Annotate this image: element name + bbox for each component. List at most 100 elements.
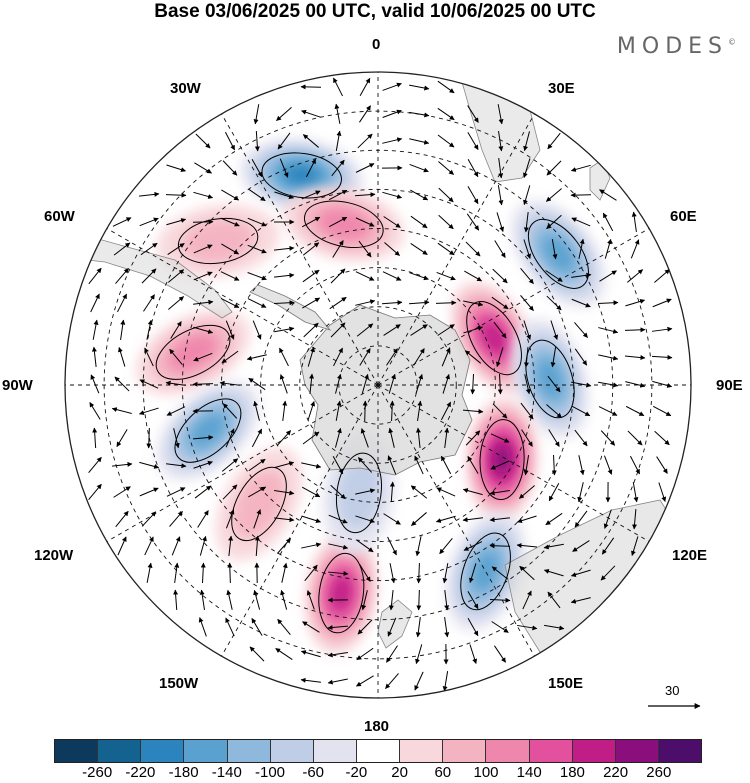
wind-vector xyxy=(414,455,424,475)
wind-vector xyxy=(600,430,616,446)
wind-vector xyxy=(247,298,267,308)
wind-vector xyxy=(227,562,233,584)
wind-vector xyxy=(274,461,295,469)
meridian-label-120w: 120W xyxy=(34,547,74,564)
meridian-label-30e: 30E xyxy=(548,80,575,97)
wind-vector xyxy=(193,460,213,469)
meridian-label-90e: 90E xyxy=(716,377,743,394)
wind-vector xyxy=(334,427,342,448)
wind-vector xyxy=(197,510,209,528)
wind-vector xyxy=(225,320,235,340)
wind-vector xyxy=(383,324,401,336)
wind-vector xyxy=(519,565,535,581)
wind-vector xyxy=(118,346,126,367)
wind-vector xyxy=(465,241,481,257)
wind-vector xyxy=(442,563,449,584)
wind-vector xyxy=(302,621,320,633)
wind-vector xyxy=(523,346,529,368)
wind-vector xyxy=(415,427,421,448)
latitude-circle xyxy=(338,345,418,425)
wind-vector xyxy=(382,271,402,281)
wind-vector xyxy=(410,215,428,229)
wind-vector xyxy=(570,569,591,577)
colorbar-tick-label: 220 xyxy=(603,764,629,781)
wind-vector xyxy=(625,381,646,388)
wind-vector xyxy=(409,111,430,118)
antarctic-peninsula xyxy=(249,284,332,331)
meridian-label-150w: 150W xyxy=(159,675,199,692)
wind-vector xyxy=(91,346,97,367)
meridian-label-120e: 120E xyxy=(672,547,708,564)
wind-vector xyxy=(572,540,590,552)
wind-vector xyxy=(139,217,159,227)
wind-vector xyxy=(192,381,214,387)
wind-vector xyxy=(327,625,349,631)
wind-vector xyxy=(90,374,100,394)
wind-vector xyxy=(334,103,341,124)
latitude-circle xyxy=(299,306,457,464)
wind-vector xyxy=(388,427,395,448)
wind-vector xyxy=(415,644,423,665)
wind-vector xyxy=(652,298,672,308)
wind-vector xyxy=(166,487,186,497)
colorbar-swatch xyxy=(486,740,530,762)
wind-vector xyxy=(120,319,126,340)
wind-vector xyxy=(545,270,563,282)
wind-vector xyxy=(600,565,616,581)
wind-vector xyxy=(489,543,511,549)
wind-vector xyxy=(496,212,505,233)
wind-vector xyxy=(546,295,562,311)
wind-vector xyxy=(598,327,619,334)
wind-vector xyxy=(497,104,504,125)
wind-vector xyxy=(439,537,453,555)
wind-vector xyxy=(307,400,316,421)
wind-vector xyxy=(195,133,211,149)
wind-vector xyxy=(247,217,267,227)
colorbar-swatch xyxy=(443,740,487,762)
wind-vector xyxy=(570,164,591,172)
wind-vector xyxy=(444,617,450,638)
wind-vector xyxy=(603,509,612,529)
wind-vector xyxy=(329,296,347,310)
wind-vector xyxy=(302,431,320,445)
wind-vector xyxy=(408,300,430,306)
wind-vector xyxy=(300,650,321,658)
wind-vector xyxy=(332,456,344,475)
wind-vector xyxy=(498,158,504,179)
wind-vector xyxy=(491,296,509,310)
wind-vector xyxy=(388,373,396,394)
wind-vector xyxy=(165,380,186,386)
wind-vector xyxy=(193,191,214,199)
colorbar-swatch xyxy=(529,740,573,762)
wind-vector xyxy=(253,400,260,421)
wind-vector xyxy=(490,460,510,470)
wind-vector xyxy=(599,270,617,282)
wind-vector xyxy=(544,624,565,631)
colorbar-tick-label: -60 xyxy=(302,764,325,781)
wind-vector xyxy=(437,107,455,121)
wind-vector xyxy=(415,536,422,557)
wind-vector xyxy=(330,484,346,500)
wind-vector xyxy=(416,589,422,611)
wind-vector xyxy=(467,455,479,474)
anomaly-contour xyxy=(155,324,231,380)
wind-vector xyxy=(274,326,295,333)
wind-vector xyxy=(382,109,402,118)
anomaly-shade xyxy=(190,413,226,448)
anomaly-contour xyxy=(174,398,242,463)
wind-vector xyxy=(382,82,402,91)
wind-vector xyxy=(489,597,511,603)
colorbar-swatch xyxy=(313,740,357,762)
colorbar-swatch xyxy=(270,740,314,762)
wind-vector xyxy=(144,347,154,367)
wind-vector xyxy=(654,269,670,283)
wind-vector xyxy=(438,161,454,175)
wind-vector xyxy=(523,131,530,152)
wind-vector xyxy=(598,406,618,416)
wind-vector xyxy=(571,405,591,417)
wind-vector xyxy=(522,590,532,610)
wind-vector xyxy=(497,373,503,395)
colorbar-tick-label: -180 xyxy=(168,764,199,781)
wind-vector xyxy=(652,405,672,417)
wind-vector xyxy=(489,517,510,523)
